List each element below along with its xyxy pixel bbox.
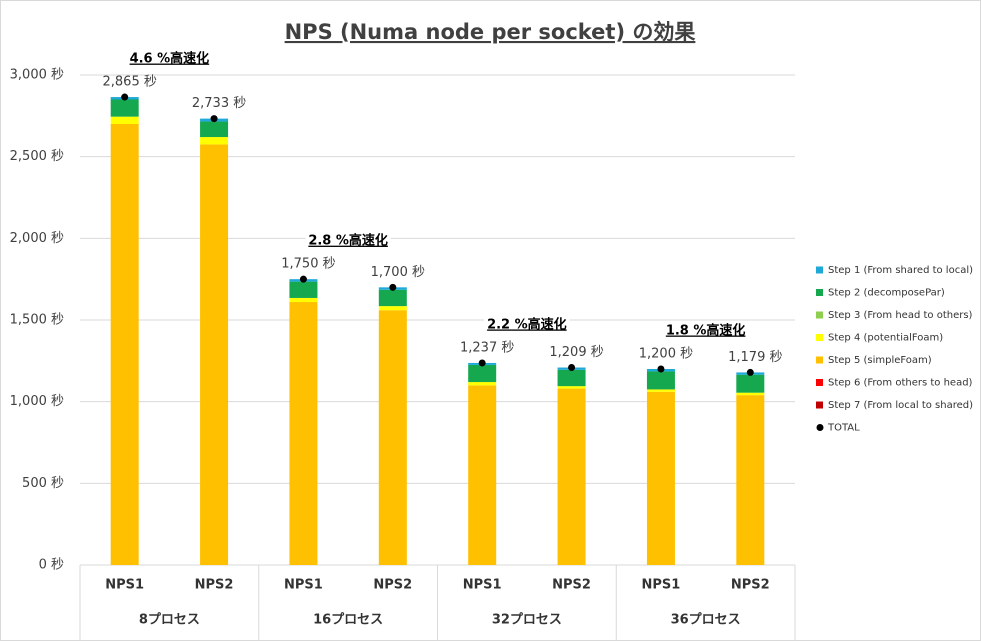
legend-label: Step 2 (decomposePar) (828, 288, 945, 299)
total-point (299, 275, 307, 283)
legend-label: Step 7 (From local to shared) (828, 400, 973, 411)
bar-segment (378, 289, 407, 307)
total-label: 1,750 秒 (281, 257, 335, 272)
annotation-bg (305, 231, 391, 250)
bar-segment (557, 386, 586, 389)
legend-label: Step 6 (From others to head) (828, 378, 973, 389)
bar-segment (378, 306, 407, 311)
bar-segment (110, 99, 139, 117)
bar-segment (110, 124, 139, 565)
bar-segment (557, 388, 586, 565)
bar-segment (289, 302, 318, 565)
legend-label: Step 1 (From shared to local) (828, 265, 973, 276)
group-label: 36プロセス (671, 613, 741, 628)
y-tick-label: 500 秒 (22, 476, 64, 491)
bar-segment (646, 371, 675, 390)
bar-segment (200, 121, 229, 138)
bar-segment (736, 374, 765, 393)
bar-segment (646, 389, 675, 392)
annotation: 2.8 %高速化 (308, 233, 388, 249)
bar-segment (468, 382, 497, 386)
x-tick-label: NPS1 (642, 578, 681, 593)
y-tick-label: 1,500 秒 (10, 313, 64, 328)
annotation-bg (126, 49, 213, 68)
chart-title: NPS (Numa node per socket) の効果 (285, 20, 696, 44)
total-point (657, 365, 665, 373)
bar-segment (289, 297, 318, 303)
total-point (210, 115, 218, 123)
total-point (389, 283, 397, 291)
y-tick-label: 1,000 秒 (10, 394, 64, 409)
annotation: 1.8 %高速化 (666, 323, 746, 339)
total-label: 2,733 秒 (192, 96, 246, 111)
total-point (478, 359, 486, 367)
x-tick-label: NPS2 (373, 578, 412, 593)
bar-segment (468, 364, 497, 383)
group-label: 8プロセス (139, 613, 200, 628)
annotation: 4.6 %高速化 (130, 51, 210, 67)
legend-label: Step 5 (simpleFoam) (828, 355, 932, 366)
legend-marker (816, 289, 823, 296)
bar-segment (110, 116, 139, 124)
annotation-bg (484, 315, 570, 334)
total-label: 1,237 秒 (460, 340, 514, 355)
y-tick-label: 0 秒 (39, 558, 64, 573)
legend-marker (816, 401, 823, 409)
group-label: 32プロセス (492, 613, 562, 628)
x-tick-label: NPS1 (463, 578, 502, 593)
bar-segment (557, 369, 586, 387)
bar-segment (200, 144, 229, 565)
group-label: 16プロセス (313, 613, 383, 628)
legend-marker (816, 334, 823, 341)
bar-segment (378, 310, 407, 565)
bar-segment (468, 385, 497, 565)
y-tick-label: 2,000 秒 (10, 231, 64, 246)
total-label: 2,865 秒 (103, 75, 157, 90)
legend-label: TOTAL (827, 423, 860, 434)
x-tick-label: NPS2 (552, 578, 591, 593)
y-tick-label: 3,000 秒 (10, 68, 64, 83)
total-point (121, 93, 129, 101)
total-point (568, 364, 576, 372)
total-label: 1,200 秒 (639, 347, 693, 362)
total-point (746, 368, 754, 376)
total-label: 1,179 秒 (728, 350, 782, 365)
legend-label: Step 4 (potentialFoam) (828, 333, 943, 344)
legend-marker (816, 356, 823, 364)
total-label: 1,700 秒 (371, 265, 425, 280)
bar-segment (736, 392, 765, 396)
annotation: 2.2 %高速化 (487, 316, 567, 332)
legend-label: Step 3 (From head to others) (828, 310, 973, 321)
bar-segment (646, 391, 675, 565)
x-tick-label: NPS1 (105, 578, 144, 593)
annotation-bg (662, 321, 749, 340)
legend-marker (816, 379, 823, 386)
x-tick-label: NPS1 (284, 578, 323, 593)
y-tick-label: 2,500 秒 (10, 149, 64, 164)
legend-marker (816, 424, 824, 431)
bar-segment (200, 137, 229, 145)
total-label: 1,209 秒 (549, 345, 603, 360)
x-tick-label: NPS2 (195, 578, 234, 593)
legend-marker (816, 266, 823, 274)
x-tick-label: NPS2 (731, 578, 770, 593)
legend-marker (816, 311, 823, 319)
bar-segment (736, 395, 765, 565)
bar-segment (289, 281, 318, 298)
